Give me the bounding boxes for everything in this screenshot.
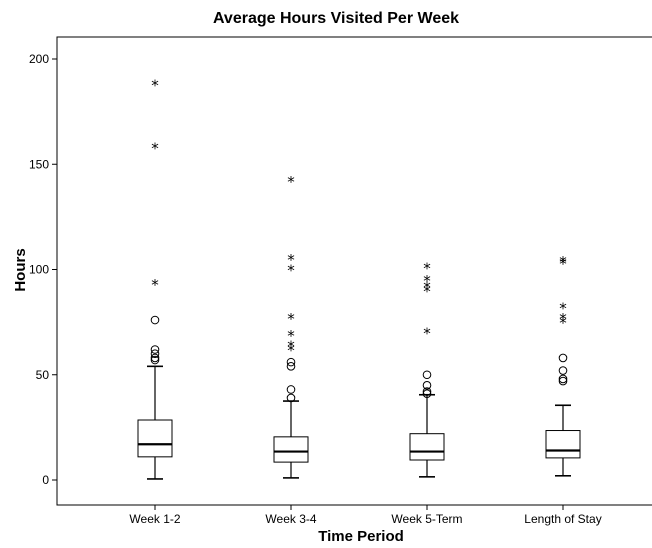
extreme-point: * [559,299,567,317]
outlier-point [150,315,160,325]
extreme-point: * [423,283,431,301]
iqr-box [409,433,445,461]
extreme-point: * [423,278,431,296]
x-axis-title: Time Period [318,528,404,545]
outlier-point [286,362,296,371]
outlier-point [422,380,432,390]
y-tick-label: 200 [29,52,49,66]
x-tick-label: Week 1-2 [129,512,180,526]
outlier-point [558,374,568,384]
boxes-layer: ******************** [137,76,581,480]
extreme-point: * [287,337,295,355]
x-axis: Week 1-2 Week 3-4 Week 5-Term Length of Sta… [129,505,602,526]
extreme-point: * [151,76,159,94]
extreme-point: * [151,139,159,157]
outlier-point [286,393,296,403]
outlier-point [422,389,432,398]
extreme-point: * [151,276,159,294]
extreme-point: * [559,253,567,271]
plot-frame [56,36,652,506]
extreme-point: * [287,262,295,280]
outlier-point [558,353,568,363]
x-tick-label: Week 5-Term [391,512,462,526]
outlier-point [286,385,296,394]
extreme-point: * [423,325,431,343]
outlier-point [558,366,568,375]
outlier-point [422,387,432,396]
y-axis: 0 50 100 150 200 [29,52,57,487]
extreme-point: * [287,251,295,269]
outlier-point [422,370,432,380]
iqr-box [137,419,173,458]
y-tick-label: 50 [36,368,50,382]
outlier-point [286,357,296,367]
outlier-point [150,353,160,363]
extreme-point: * [559,310,567,328]
chart-title: Average Hours Visited Per Week [213,10,459,27]
iqr-box [545,430,581,459]
outlier-point [150,345,160,354]
outlier-point [150,355,160,365]
extreme-point: * [423,272,431,290]
y-axis-title: Hours [12,248,29,291]
box-group: ******* [273,173,309,479]
iqr-box [273,436,309,463]
y-tick-label: 0 [42,473,49,487]
box-group: * * * [137,76,173,480]
outlier-point [150,349,160,359]
y-tick-label: 100 [29,263,49,277]
x-tick-label: Week 3-4 [265,512,316,526]
box-group: ***** [409,259,445,478]
x-tick-label: Length of Stay [524,512,601,526]
extreme-point: * [559,314,567,332]
outlier-point [558,376,568,386]
extreme-point: * [423,259,431,277]
extreme-point: * [287,310,295,328]
extreme-point: * [287,341,295,359]
extreme-point: * [559,255,567,273]
extreme-point: * [287,327,295,345]
y-tick-label: 150 [29,157,49,171]
extreme-point: * [287,173,295,191]
box-group: ***** [545,253,581,477]
